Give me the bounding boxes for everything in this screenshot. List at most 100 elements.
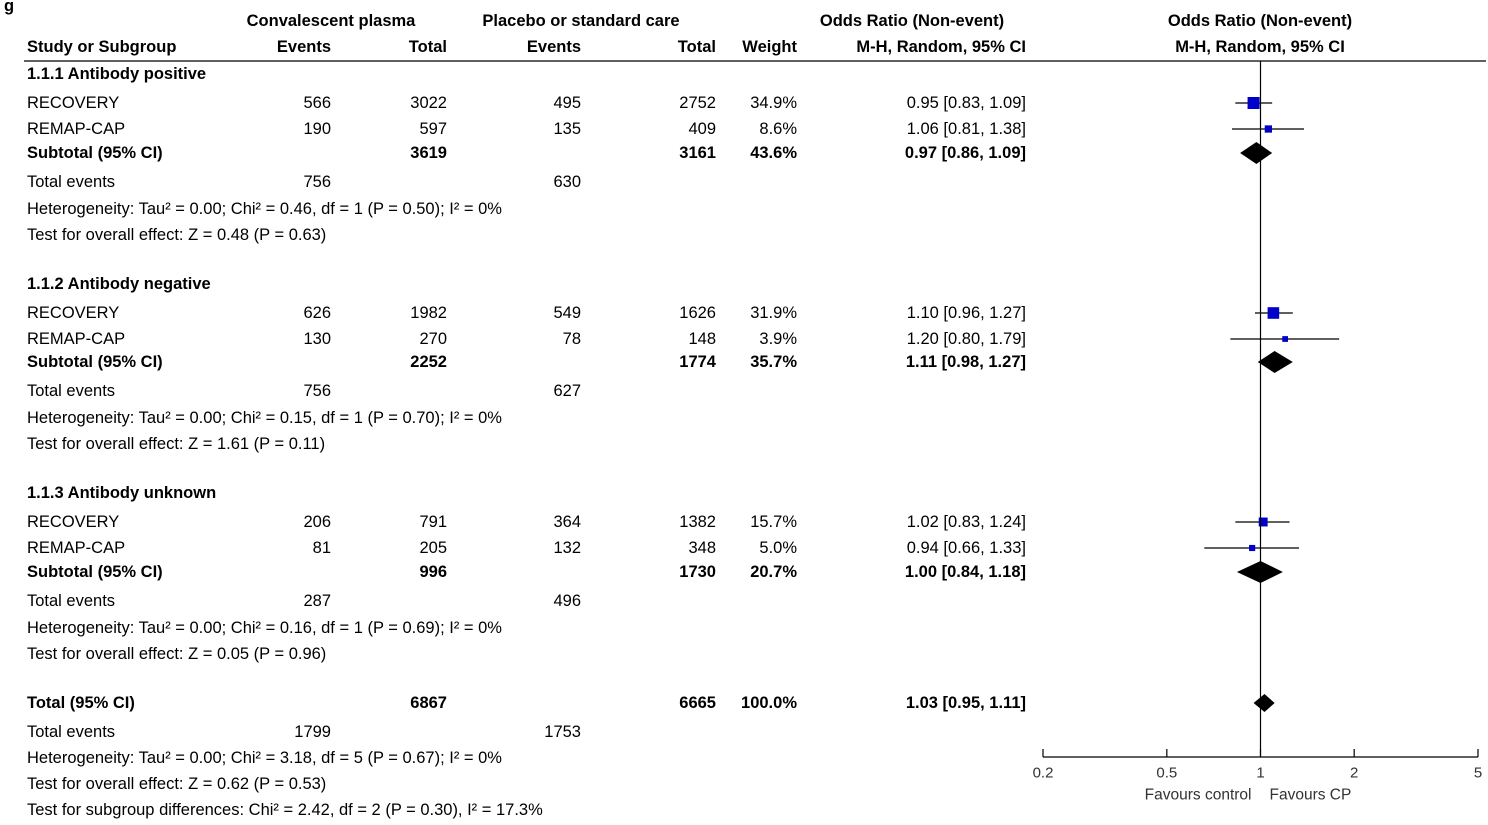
overall-effect-text: Test for overall effect: Z = 0.48 (P = 0… <box>27 226 326 244</box>
total-or-ci: 1.03 [0.95, 1.11] <box>906 694 1026 712</box>
study-events-control: 364 <box>553 513 581 531</box>
total-events-label: Total events <box>27 382 115 400</box>
study-or-ci: 1.10 [0.96, 1.27] <box>907 304 1026 322</box>
subtotal-total-cp: 2252 <box>410 353 447 371</box>
study-or-ci: 1.06 [0.81, 1.38] <box>907 120 1026 138</box>
study-name: RECOVERY <box>27 304 119 322</box>
subtotal-diamond <box>1257 351 1293 373</box>
study-events-control: 132 <box>553 539 581 557</box>
study-total-cp: 270 <box>419 330 447 348</box>
header-or-title: Odds Ratio (Non-event) <box>820 12 1004 30</box>
study-name: REMAP-CAP <box>27 120 125 138</box>
subtotal-total-cp: 3619 <box>410 144 447 162</box>
study-total-control: 409 <box>688 120 716 138</box>
x-tick-label: 1 <box>1256 765 1264 782</box>
total-total-control: 6665 <box>679 694 716 712</box>
subgroup-differences-text: Test for subgroup differences: Chi² = 2.… <box>27 801 543 819</box>
subtotal-or-ci: 0.97 [0.86, 1.09] <box>905 144 1026 162</box>
subgroup-title: 1.1.1 Antibody positive <box>27 65 206 83</box>
study-total-cp: 1982 <box>410 304 447 322</box>
overall-effect-text: Test for overall effect: Z = 1.61 (P = 0… <box>27 435 325 453</box>
study-weight: 31.9% <box>750 304 797 322</box>
x-tick-label: 2 <box>1350 765 1358 782</box>
grand-total-events-label: Total events <box>27 723 115 741</box>
total-weight: 100.0% <box>741 694 797 712</box>
header-or-method: M-H, Random, 95% CI <box>856 38 1026 56</box>
corner-label: g <box>4 0 14 15</box>
header-group1: Convalescent plasma <box>247 12 417 30</box>
subtotal-label: Subtotal (95% CI) <box>27 353 163 371</box>
study-2-1-weight-square <box>1249 544 1256 552</box>
study-name: REMAP-CAP <box>27 539 125 557</box>
subtotal-label: Subtotal (95% CI) <box>27 563 163 581</box>
study-events-cp: 130 <box>303 330 331 348</box>
header-col-total2: Total <box>678 38 716 56</box>
subtotal-total-control: 1774 <box>679 353 717 371</box>
study-or-ci: 1.20 [0.80, 1.79] <box>907 330 1026 348</box>
study-weight: 8.6% <box>759 120 797 138</box>
study-total-control: 1382 <box>679 513 716 531</box>
grand-overall-effect-text: Test for overall effect: Z = 0.62 (P = 0… <box>27 775 326 793</box>
study-events-cp: 206 <box>303 513 331 531</box>
study-weight: 3.9% <box>759 330 797 348</box>
subtotal-weight: 35.7% <box>750 353 797 371</box>
total-events-label: Total events <box>27 173 115 191</box>
total-diamond <box>1253 694 1275 712</box>
study-total-cp: 205 <box>419 539 447 557</box>
total-events-cp: 756 <box>303 173 331 191</box>
subtotal-weight: 20.7% <box>750 563 797 581</box>
study-name: REMAP-CAP <box>27 330 125 348</box>
study-total-cp: 3022 <box>410 94 447 112</box>
study-weight: 34.9% <box>750 94 797 112</box>
study-events-cp: 566 <box>303 94 331 112</box>
total-total-cp: 6867 <box>410 694 447 712</box>
grand-total-events-control: 1753 <box>544 723 581 741</box>
favours-control-label: Favours control <box>1145 787 1252 804</box>
study-total-control: 2752 <box>679 94 716 112</box>
header-col-total1: Total <box>409 38 447 56</box>
header-col-events1: Events <box>277 38 331 56</box>
subtotal-or-ci: 1.00 [0.84, 1.18] <box>905 563 1026 581</box>
heterogeneity-text: Heterogeneity: Tau² = 0.00; Chi² = 0.16,… <box>27 619 502 637</box>
heterogeneity-text: Heterogeneity: Tau² = 0.00; Chi² = 0.15,… <box>27 409 502 427</box>
header-group2: Placebo or standard care <box>482 12 679 30</box>
subtotal-total-control: 1730 <box>679 563 716 581</box>
study-events-cp: 81 <box>313 539 331 557</box>
study-0-0-weight-square <box>1247 97 1260 109</box>
study-1-0-weight-square <box>1267 307 1280 319</box>
study-total-cp: 597 <box>419 120 447 138</box>
header-col-study: Study or Subgroup <box>27 38 176 56</box>
subtotal-label: Subtotal (95% CI) <box>27 144 163 162</box>
total-events-cp: 287 <box>303 592 331 610</box>
study-events-cp: 190 <box>303 120 331 138</box>
study-total-control: 348 <box>688 539 716 557</box>
header-plot-method: M-H, Random, 95% CI <box>1175 38 1345 56</box>
study-weight: 5.0% <box>759 539 797 557</box>
total-label: Total (95% CI) <box>27 694 135 712</box>
header-col-weight: Weight <box>742 38 797 56</box>
subtotal-diamond <box>1240 142 1273 164</box>
subgroup-title: 1.1.3 Antibody unknown <box>27 484 216 502</box>
study-events-control: 495 <box>553 94 581 112</box>
x-tick-label: 0.5 <box>1156 765 1177 782</box>
subgroup-title: 1.1.2 Antibody negative <box>27 275 211 293</box>
study-events-control: 549 <box>553 304 581 322</box>
total-events-control: 627 <box>553 382 581 400</box>
header-plot-title: Odds Ratio (Non-event) <box>1168 12 1352 30</box>
heterogeneity-text: Heterogeneity: Tau² = 0.00; Chi² = 0.46,… <box>27 200 502 218</box>
favours-cp-label: Favours CP <box>1270 787 1352 804</box>
overall-effect-text: Test for overall effect: Z = 0.05 (P = 0… <box>27 645 326 663</box>
total-events-cp: 756 <box>303 382 331 400</box>
grand-heterogeneity-text: Heterogeneity: Tau² = 0.00; Chi² = 3.18,… <box>27 749 502 767</box>
study-0-1-weight-square <box>1264 125 1273 133</box>
study-events-control: 78 <box>563 330 581 348</box>
study-weight: 15.7% <box>750 513 797 531</box>
study-or-ci: 1.02 [0.83, 1.24] <box>907 513 1026 531</box>
study-2-0-weight-square <box>1258 517 1268 527</box>
subtotal-or-ci: 1.11 [0.98, 1.27] <box>906 353 1026 371</box>
study-events-cp: 626 <box>303 304 331 322</box>
study-or-ci: 0.94 [0.66, 1.33] <box>907 539 1026 557</box>
grand-total-events-cp: 1799 <box>294 723 331 741</box>
